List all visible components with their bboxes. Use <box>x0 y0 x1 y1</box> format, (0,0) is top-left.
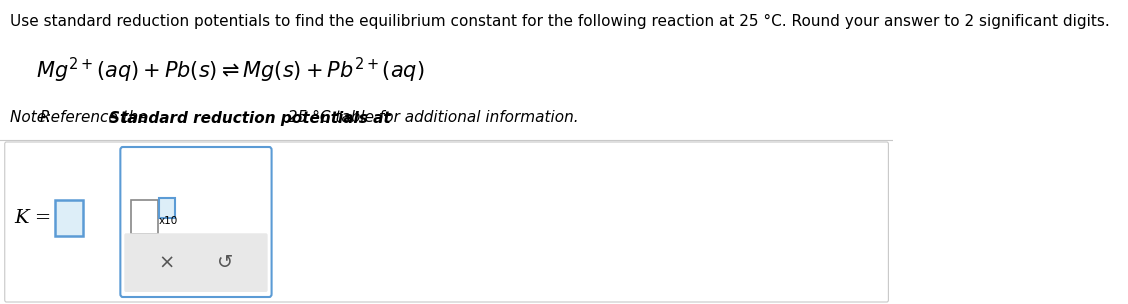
FancyBboxPatch shape <box>121 147 272 297</box>
Text: K =: K = <box>15 209 52 227</box>
FancyBboxPatch shape <box>131 199 158 233</box>
FancyBboxPatch shape <box>5 142 889 302</box>
Text: x10: x10 <box>159 216 178 226</box>
Text: Standard reduction potentials at: Standard reduction potentials at <box>109 110 391 126</box>
FancyBboxPatch shape <box>124 233 267 292</box>
Text: Note:: Note: <box>9 110 55 126</box>
FancyBboxPatch shape <box>54 200 83 236</box>
Text: $Mg^{2+}(aq) + Pb(s) \rightleftharpoons Mg(s) + Pb^{2+}(aq)$: $Mg^{2+}(aq) + Pb(s) \rightleftharpoons … <box>36 55 424 85</box>
Text: Use standard reduction potentials to find the equilibrium constant for the follo: Use standard reduction potentials to fin… <box>9 14 1109 29</box>
Text: ↺: ↺ <box>217 253 233 272</box>
Text: ×: × <box>159 253 175 272</box>
FancyBboxPatch shape <box>159 198 175 218</box>
Text: Reference the: Reference the <box>39 110 152 126</box>
Text: 25 °C table for additional information.: 25 °C table for additional information. <box>283 110 579 126</box>
